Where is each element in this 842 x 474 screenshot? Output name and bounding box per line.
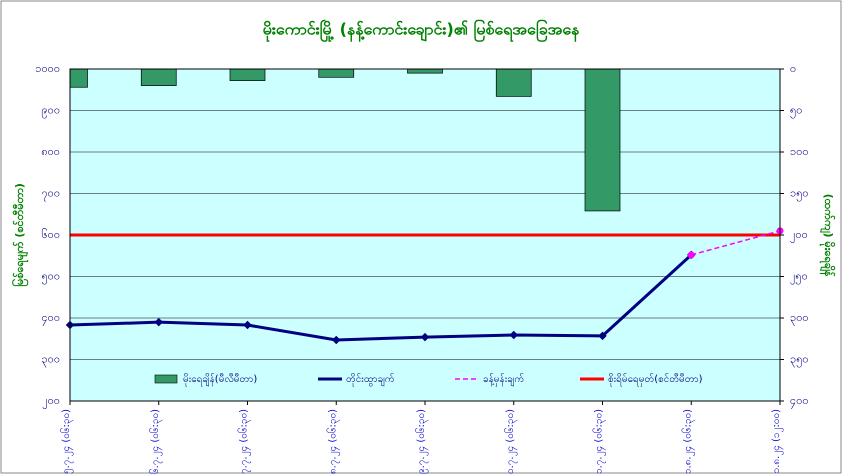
y2-tick-label: ၀ (790, 62, 796, 75)
bar (318, 69, 355, 78)
y-tick-label: ၉၀၀ (41, 104, 60, 119)
plot-content (70, 69, 780, 237)
y-tick-label: ၁၀၀၀ (35, 62, 60, 75)
x-tick-label: ၁.၈.၂၄ (၁၂:၀၀) (771, 409, 784, 473)
x-tick-label: ၂၆.၇.၂၄ (၀၆:၃၀) (148, 409, 163, 474)
y-tick-label: ၆၀၀ (41, 228, 60, 241)
x-tick-label: ၂၈.၇.၂၄ (၀၆:၃၀) (325, 409, 340, 474)
x-tick-label: ၂၅.၇.၂၄ (၀၆:၃၀) (59, 409, 74, 474)
y-tick-label: ၇၀၀ (41, 187, 60, 202)
y2-tick-label: ၂၀၀ (790, 228, 808, 243)
y-tick-label: ၄၀၀ (41, 311, 60, 326)
bar (584, 69, 621, 212)
x-tick-label: ၃၀.၇.၂၄ (၀၆:၃၀) (503, 409, 518, 474)
y-tick-label: ၂၀၀ (42, 394, 60, 409)
point (154, 317, 163, 327)
y2-axis-label: (ထက်ကျ) မိုးရေချိန် (819, 194, 836, 277)
x-tick-label: ၁.၈.၂၄ (၀၆:၃၀) (680, 409, 695, 474)
level-line (69, 253, 693, 342)
x-tick-label: ၂၉.၇.၂၄ (၀၆:၃၀) (414, 409, 429, 474)
y-axis-label: မြစ်ရေမျက် (စင်တီမီတာ) (11, 183, 29, 287)
point (243, 320, 252, 330)
point (420, 332, 430, 342)
y2-tick-label: ၅၀ (790, 104, 802, 119)
y2-tick-label: ၃၀၀ (790, 311, 809, 326)
bar (70, 69, 88, 88)
y-tick-label: ၅၀၀ (41, 270, 60, 285)
point (687, 251, 695, 259)
legend-label: တိုင်းထွာချက် (346, 372, 395, 387)
y2-tick-label: ၄၀၀ (790, 394, 809, 409)
x-tick-label: ၂၇.၇.၂၄ (၀၆:၃၀) (237, 409, 252, 474)
point (332, 335, 341, 345)
y-tick-label: ၃၀၀ (41, 353, 60, 368)
point (509, 330, 518, 340)
point (598, 331, 607, 341)
bar (495, 69, 532, 97)
legend-label: စိုးရိမ်ရေမှတ်(စင်တီမီတာ) (608, 372, 703, 387)
bar (407, 69, 443, 74)
y2-tick-label: ၁၅၀ (790, 187, 809, 202)
bar (229, 69, 266, 81)
y2-tick-label: ၂၅၀ (790, 270, 808, 285)
legend-swatch (154, 374, 178, 384)
forecast-line (691, 230, 781, 256)
legend-label: မိုးရေချိန်(မီလီမီတာ) (183, 372, 257, 387)
y-tick-label: ၈၀၀ (41, 145, 60, 158)
y2-tick-label: ၃၅၀ (790, 353, 809, 368)
x-tick-label: ၃၁.၇.၂၄ (၀၆:၃၀) (592, 409, 607, 474)
legend-label: ခန့်မှန်းချက် (483, 372, 524, 387)
bar (140, 69, 177, 86)
y2-tick-label: ၁၀၀ (790, 145, 809, 158)
plot-border (69, 68, 781, 402)
